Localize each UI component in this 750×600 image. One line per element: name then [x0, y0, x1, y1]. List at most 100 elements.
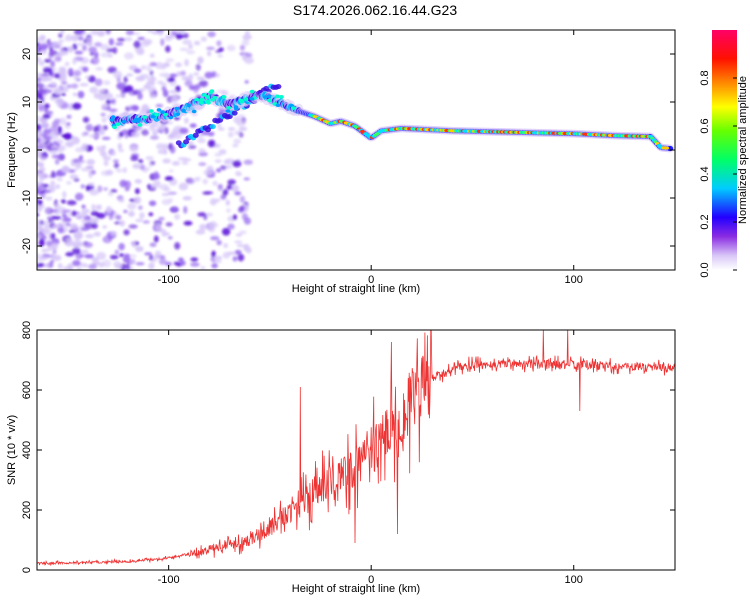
- spectrogram-noise-blob: [48, 149, 58, 154]
- spectrogram-noise-blob: [85, 185, 91, 192]
- spectrogram-noise-blob: [101, 117, 107, 123]
- spectrogram-noise-blob: [108, 108, 118, 112]
- spectrogram-noise-blob: [124, 134, 129, 139]
- spectrogram-ridge-bright: [275, 103, 281, 108]
- spectrogram-noise-blob: [214, 152, 222, 157]
- spectrogram-noise-blob: [74, 192, 84, 201]
- spectrogram-noise-blob: [103, 187, 108, 191]
- spectrogram-noise-blob: [239, 205, 245, 212]
- spectrogram-noise-blob: [87, 75, 96, 83]
- spectrogram-noise-blob: [61, 85, 68, 89]
- spectrogram-noise-blob: [234, 191, 242, 196]
- spectrogram-ridge-bright: [262, 95, 268, 99]
- spectrogram-noise-blob: [217, 54, 223, 58]
- spectrogram-noise-blob: [77, 90, 85, 99]
- spectrogram-ytick-label: 20: [21, 48, 33, 60]
- spectrogram-noise-blob: [94, 42, 103, 47]
- spectrogram-noise-blob: [100, 112, 106, 117]
- spectrogram-ridge-bright: [132, 119, 137, 124]
- spectrogram-noise-blob: [182, 39, 192, 45]
- spectrogram-noise-blob: [125, 180, 132, 189]
- spectrogram-ridge-bright: [163, 112, 169, 117]
- spectrogram-noise-blob: [149, 62, 158, 67]
- spectrogram-noise-blob: [57, 227, 65, 234]
- spectrogram-noise-blob: [162, 187, 171, 192]
- snr-xtick-label: 100: [565, 574, 583, 586]
- spectrogram-ridge-bright: [226, 105, 232, 110]
- spectrogram-noise-blob: [135, 126, 143, 131]
- spectrogram-noise-blob: [215, 168, 222, 173]
- spectrogram-noise-blob: [40, 34, 46, 41]
- spectrogram-noise-blob: [241, 213, 248, 221]
- spectrogram-noise-blob: [99, 125, 105, 133]
- spectrogram-noise-blob: [59, 117, 67, 126]
- spectrogram-noise-blob: [37, 153, 42, 159]
- spectrogram-noise-blob: [103, 80, 111, 86]
- spectrogram-noise-blob: [66, 84, 72, 89]
- spectrogram-noise-blob: [149, 69, 154, 77]
- spectrogram-noise-blob: [39, 256, 49, 260]
- spectrogram-noise-blob: [80, 219, 90, 224]
- spectrogram-noise-blob: [207, 131, 215, 137]
- spectrogram-noise-blob: [227, 131, 234, 138]
- spectrogram-noise-blob: [155, 223, 162, 232]
- spectrogram-noise-blob: [125, 30, 135, 36]
- colorbar-tick-label: 0.8: [699, 70, 711, 85]
- spectrogram-noise-blob: [148, 212, 154, 217]
- spectrogram-xtick-label: -100: [158, 274, 180, 286]
- spectrogram-noise-blob: [44, 43, 53, 48]
- spectrogram-noise-blob: [237, 172, 243, 177]
- spectrogram-noise-blob: [133, 196, 142, 204]
- snr-xtick-label: -100: [158, 574, 180, 586]
- spectrogram-noise-blob: [93, 231, 101, 237]
- spectrogram-noise-blob: [219, 165, 227, 171]
- spectrogram-noise-blob: [237, 253, 245, 262]
- spectrogram-noise-blob: [203, 191, 214, 195]
- spectrogram-ridge-bright: [249, 89, 255, 94]
- spectrogram-noise-blob: [166, 121, 173, 125]
- spectrogram-noise-blob: [174, 213, 181, 220]
- spectrogram-noise-blob: [94, 78, 103, 87]
- spectrogram-noise-blob: [135, 262, 145, 266]
- spectrogram-noise-blob: [145, 156, 154, 161]
- spectrogram-noise-blob: [173, 261, 181, 266]
- spectrogram-noise-blob: [50, 259, 55, 264]
- spectrogram-ridge-bright: [202, 93, 207, 97]
- spectrogram-noise-blob: [186, 50, 196, 55]
- spectrogram-noise-blob: [181, 76, 188, 81]
- spectrogram-noise-blob: [37, 224, 41, 231]
- spectrogram-ridge-bright: [135, 119, 141, 123]
- spectrogram-noise-blob: [37, 99, 43, 107]
- spectrogram-noise-blob: [130, 104, 139, 111]
- spectrogram-noise-blob: [167, 191, 177, 195]
- spectrogram-noise-blob: [164, 176, 174, 181]
- spectrogram-noise-blob: [160, 38, 165, 47]
- spectrogram-ridge-bright: [150, 114, 156, 119]
- spectrogram-noise-blob: [230, 184, 240, 192]
- spectrogram-noise-blob: [51, 242, 59, 250]
- spectrogram-noise-blob: [108, 38, 115, 46]
- spectrogram-noise-blob: [190, 262, 200, 267]
- spectrogram-ridge-bright: [199, 97, 205, 102]
- spectrogram-ytick-label: -10: [21, 190, 33, 206]
- spectrogram-ridge-peak: [664, 146, 670, 150]
- spectrogram-noise-blob: [197, 56, 204, 64]
- spectrogram-ridge-bright: [112, 125, 118, 130]
- colorbar-gradient: [712, 30, 737, 270]
- spectrogram-noise-blob: [142, 220, 150, 224]
- spectrogram-noise-blob: [165, 58, 175, 63]
- spectrogram-noise-blob: [139, 163, 146, 171]
- spectrogram-noise-blob: [44, 225, 50, 229]
- spectrogram-noise-blob: [42, 229, 50, 236]
- spectrogram-noise-blob: [101, 136, 111, 140]
- spectrogram-noise-blob: [112, 159, 119, 163]
- spectrogram-noise-blob: [238, 230, 247, 235]
- spectrogram-noise-blob: [37, 212, 40, 217]
- spectrogram-noise-blob: [42, 88, 48, 96]
- spectrogram-noise-blob: [153, 171, 159, 179]
- spectrogram-noise-blob: [115, 94, 122, 98]
- spectrogram-noise-blob: [138, 49, 144, 54]
- spectrogram-noise-blob: [110, 230, 117, 236]
- spectrogram-noise-blob: [209, 198, 217, 206]
